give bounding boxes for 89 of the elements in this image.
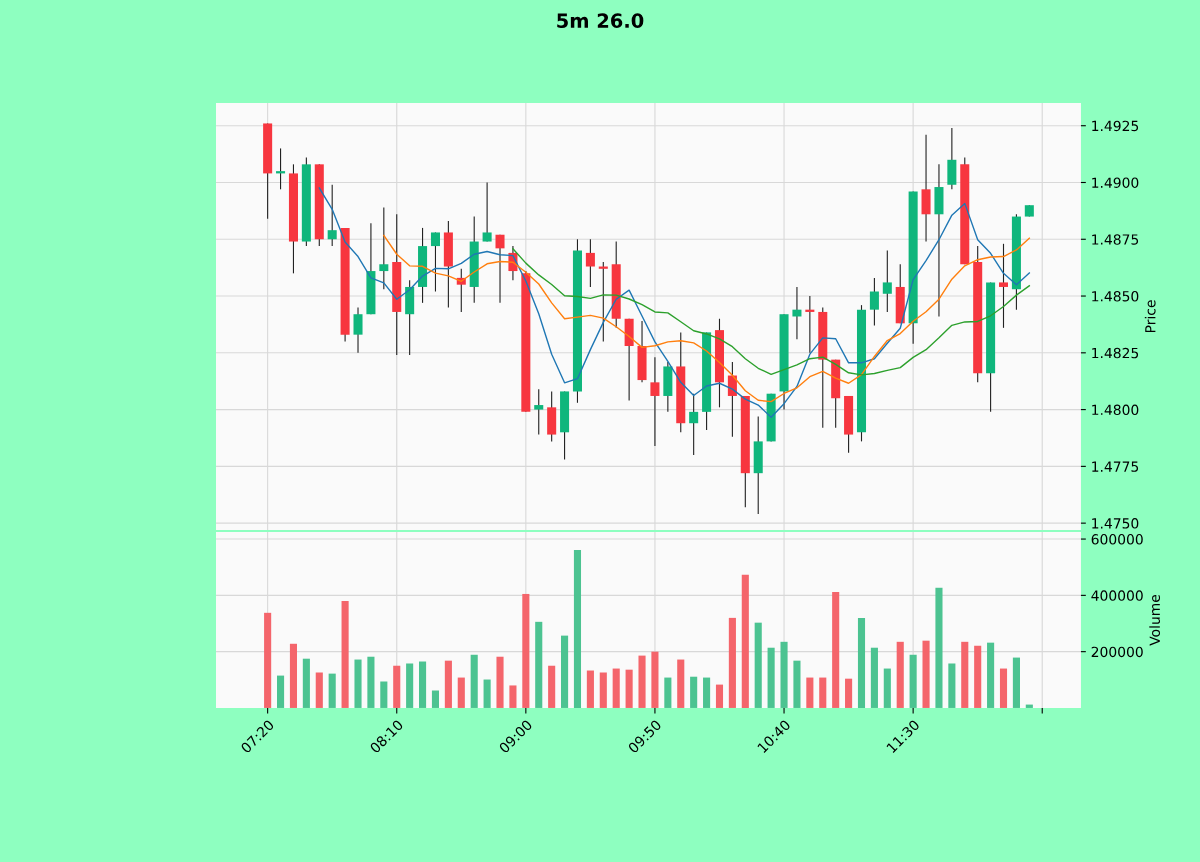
y-tick-label: 1.4775 (1092, 461, 1139, 472)
candlestick (353, 306, 363, 354)
bar (393, 665, 401, 708)
bar (935, 587, 943, 708)
candlestick (327, 184, 337, 247)
candlestick (650, 356, 660, 447)
bar (612, 668, 620, 708)
line-series (318, 187, 1031, 419)
bar (922, 640, 930, 708)
bar (367, 656, 375, 708)
candlestick (430, 231, 440, 293)
bar (715, 684, 724, 708)
bar (870, 647, 878, 708)
candlestick (379, 206, 389, 290)
candlestick (869, 277, 879, 327)
candlestick (495, 234, 505, 304)
y-tick-label: 600000 (1091, 534, 1143, 545)
candlestick (998, 243, 1009, 329)
bar (832, 591, 840, 708)
candlestick (482, 181, 492, 243)
bar (341, 600, 349, 708)
y-axis-title: Price (1144, 300, 1156, 333)
bar (380, 681, 388, 708)
y-tick-label: 1.4875 (1092, 234, 1139, 245)
bar (302, 658, 310, 708)
bar (277, 675, 285, 708)
bar (896, 641, 904, 708)
y-tick-label: 1.4825 (1092, 347, 1139, 359)
line-series (512, 248, 1031, 376)
bar (780, 641, 788, 708)
bar (315, 672, 323, 708)
bar (999, 668, 1008, 708)
y-tick-label: 1.4850 (1092, 291, 1139, 302)
candlestick (882, 250, 892, 313)
bar (819, 677, 827, 708)
y-tick-label: 1.4750 (1092, 518, 1139, 529)
bar (406, 663, 414, 708)
bar (354, 659, 362, 708)
bar (289, 643, 298, 708)
bar (703, 677, 711, 708)
bar (806, 677, 814, 708)
bar (690, 676, 698, 708)
candlestick (689, 393, 699, 456)
bar (909, 654, 917, 708)
bar (741, 574, 749, 708)
chart-title: 5m 26.0 (557, 13, 644, 28)
bar (599, 672, 607, 708)
y-tick-label: 1.4900 (1092, 177, 1139, 188)
bar (987, 642, 995, 708)
bar (573, 550, 582, 708)
bar (457, 677, 465, 708)
bar (1012, 657, 1020, 708)
bar (328, 673, 336, 708)
bar (522, 593, 530, 708)
y-tick-label: 1.4925 (1092, 120, 1139, 132)
bar (470, 654, 478, 708)
y-axis-title: Volume (1149, 594, 1161, 646)
bar (444, 660, 452, 708)
bar (948, 663, 956, 708)
candlestick (585, 238, 595, 288)
bar (561, 635, 569, 708)
bar (496, 656, 504, 708)
bar (483, 679, 491, 708)
bar (793, 660, 801, 708)
y-tick-label: 200000 (1091, 646, 1143, 658)
bar (728, 617, 736, 708)
bar (961, 641, 969, 708)
bar (677, 659, 685, 708)
bar (857, 617, 866, 708)
bar (264, 612, 272, 708)
bar (535, 621, 543, 708)
line-series (383, 234, 1031, 403)
bar (754, 622, 762, 708)
bar (883, 668, 891, 708)
y-tick-label: 1.4800 (1092, 404, 1139, 416)
y-tick-label: 400000 (1091, 590, 1143, 601)
bar (431, 690, 440, 708)
bar (651, 651, 659, 708)
bar (509, 685, 517, 708)
bar (548, 665, 556, 708)
bar (767, 647, 775, 708)
bar (845, 678, 853, 708)
bar (638, 655, 646, 708)
bar (586, 670, 594, 708)
bar (974, 645, 982, 708)
bar (419, 661, 427, 708)
candlestick (534, 388, 544, 436)
bar (625, 669, 633, 708)
bar (664, 677, 672, 708)
